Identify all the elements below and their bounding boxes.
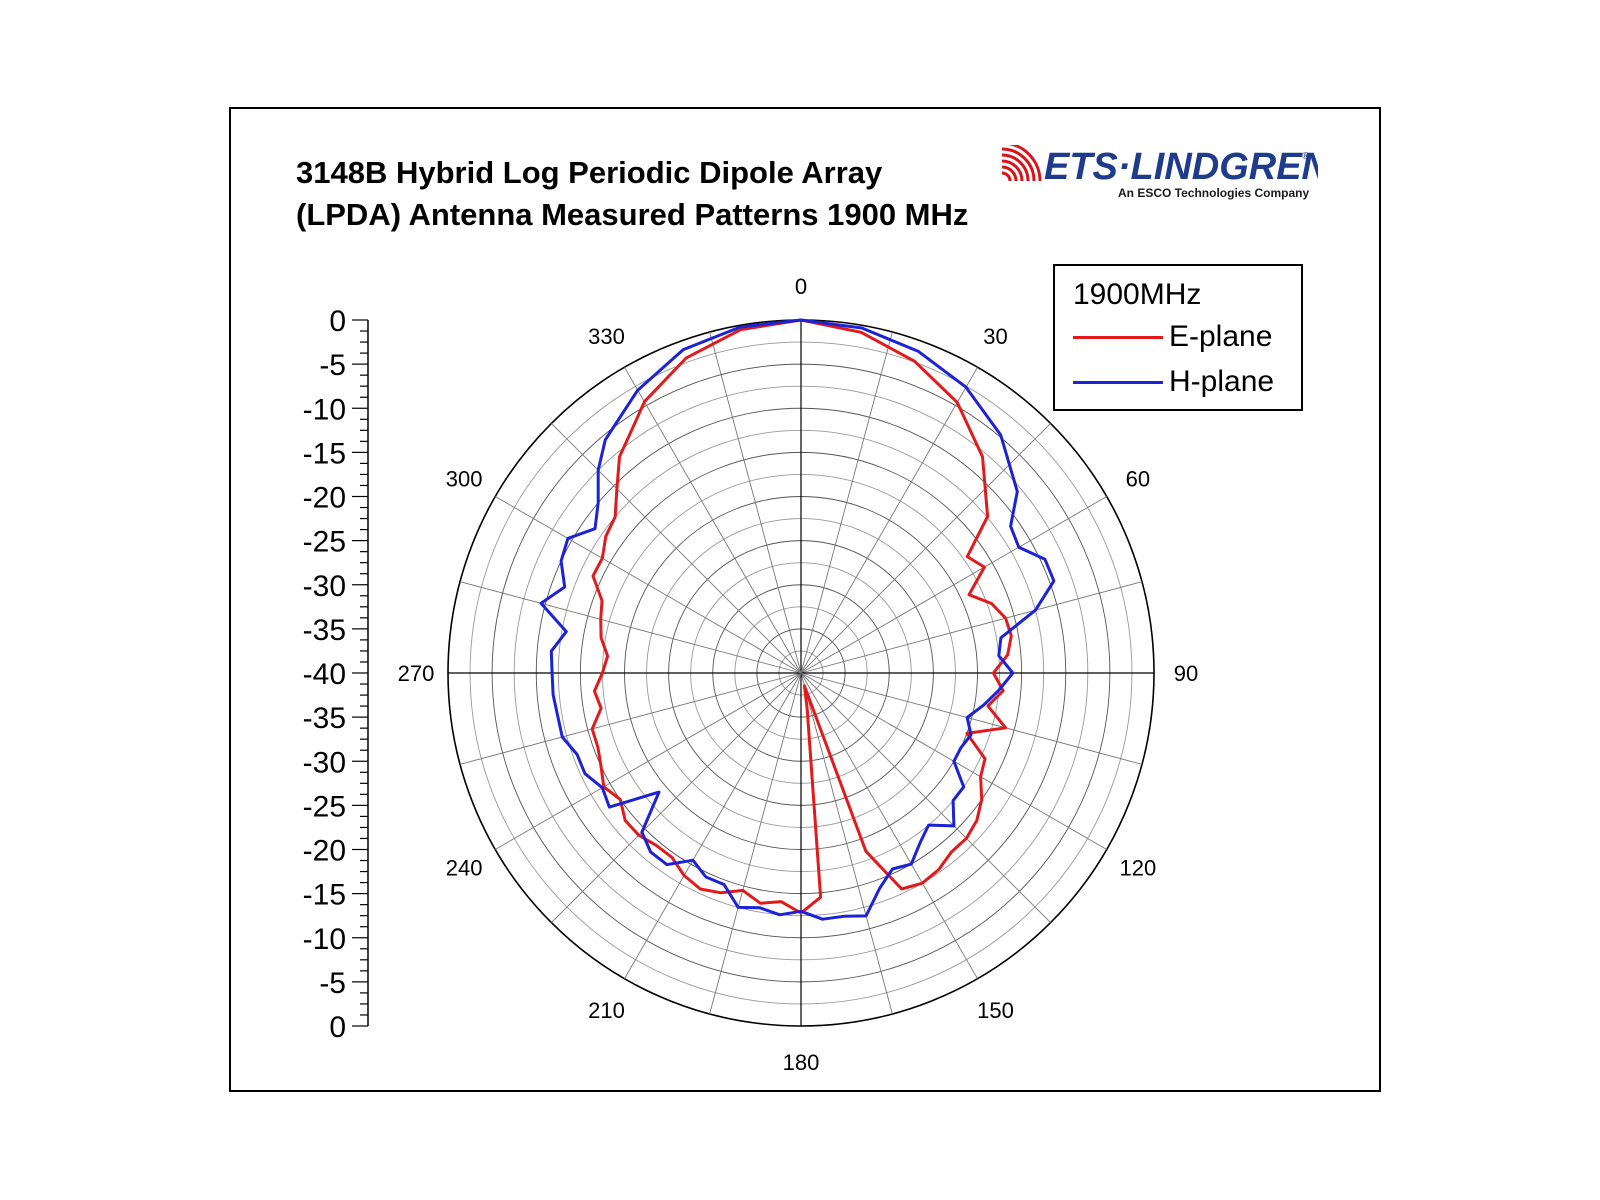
legend-label-h-plane: H-plane xyxy=(1169,365,1275,398)
legend-swatch-h-plane xyxy=(1073,381,1163,384)
radial-tick-label: -35 xyxy=(303,702,346,735)
grid-spoke xyxy=(800,423,1051,674)
grid-spoke xyxy=(800,331,893,674)
radial-tick-label: -30 xyxy=(303,570,346,603)
grid-spoke xyxy=(800,672,1143,765)
radial-tick-label: -5 xyxy=(319,967,346,1000)
angle-tick-label: 150 xyxy=(977,998,1014,1023)
radial-tick-label: -15 xyxy=(303,879,346,912)
angle-tick-label: 30 xyxy=(983,324,1007,349)
logo-arc xyxy=(1001,153,1030,182)
angle-tick-label: 0 xyxy=(795,274,807,299)
logo-brand-text: ETS·LINDGREN xyxy=(1044,146,1318,188)
legend-entry-e-plane: E-plane xyxy=(1073,318,1298,358)
radial-axis: 0 -5 -10 -15 -20 -25 -30 -35 -40 -35 -30 -25 -20 -15 -… xyxy=(303,305,369,1044)
logo-arc xyxy=(1001,159,1024,182)
radial-tick-label: -30 xyxy=(303,746,346,779)
grid-spoke xyxy=(800,672,1051,923)
logo-arc xyxy=(1001,165,1018,182)
angle-tick-label: 90 xyxy=(1174,661,1198,686)
logo-arc xyxy=(1001,147,1036,182)
angle-tick-label: 330 xyxy=(588,324,625,349)
radial-tick-label: -5 xyxy=(319,349,346,382)
grid-spoke xyxy=(709,331,802,674)
grid-spoke xyxy=(551,423,802,674)
grid-spoke xyxy=(459,581,802,674)
plot-series xyxy=(539,318,1056,921)
grid-spoke xyxy=(624,672,802,979)
radial-tick-label: -10 xyxy=(303,393,346,426)
radial-tick-label: -10 xyxy=(303,923,346,956)
legend-label-e-plane: E-plane xyxy=(1169,320,1273,353)
angle-tick-label: 300 xyxy=(446,467,483,492)
series-line-h-plane xyxy=(539,318,1056,921)
radial-tick-label: 0 xyxy=(329,305,346,338)
grid-spoke xyxy=(800,496,1107,674)
series-line-e-plane xyxy=(590,318,1013,915)
angle-tick-label: 210 xyxy=(588,998,625,1023)
legend-entry-h-plane: H-plane xyxy=(1073,363,1298,403)
radial-tick-label: -35 xyxy=(303,614,346,647)
legend-title: 1900MHz xyxy=(1073,278,1202,311)
radial-tick-label: -25 xyxy=(303,790,346,823)
chart-title-line-1: 3148B Hybrid Log Periodic Dipole Array xyxy=(296,155,883,190)
grid-spoke xyxy=(495,672,802,850)
grid-spoke xyxy=(459,672,802,765)
grid-spoke xyxy=(800,672,978,979)
radial-tick-label: -40 xyxy=(303,658,346,691)
legend: 1900MHz E-plane H-plane xyxy=(1053,264,1303,411)
radial-tick-label: 0 xyxy=(329,1011,346,1044)
radial-tick-label: -15 xyxy=(303,437,346,470)
legend-swatch-e-plane xyxy=(1073,336,1163,339)
grid-spoke xyxy=(709,672,802,1015)
logo-registered-mark: ® xyxy=(1302,151,1310,162)
angle-tick-labels: 0 30 60 90 120 150 180 210 240 270 300 330 xyxy=(398,274,1199,1075)
chart-frame xyxy=(229,107,1381,1092)
angle-tick-label: 60 xyxy=(1126,467,1150,492)
angle-tick-label: 240 xyxy=(446,856,483,881)
logo-tagline: An ESCO Technologies Company xyxy=(1118,186,1309,200)
polar-grid xyxy=(447,319,1155,1027)
grid-spoke xyxy=(800,367,978,674)
grid-spoke xyxy=(800,672,893,1015)
angle-tick-label: 180 xyxy=(783,1050,820,1075)
grid-spoke xyxy=(624,367,802,674)
chart-title-line-2: (LPDA) Antenna Measured Patterns 1900 MH… xyxy=(296,197,969,232)
radial-tick-label: -25 xyxy=(303,526,346,559)
radial-tick-label: -20 xyxy=(303,482,346,515)
radial-tick-label: -20 xyxy=(303,835,346,868)
grid-spoke xyxy=(495,496,802,674)
chart-title: 3148B Hybrid Log Periodic Dipole Array (… xyxy=(296,152,968,236)
angle-tick-label: 270 xyxy=(398,661,435,686)
grid-spoke xyxy=(551,672,802,923)
grid-spoke xyxy=(800,581,1143,674)
logo-arc xyxy=(1001,171,1012,182)
angle-tick-label: 120 xyxy=(1120,856,1157,881)
